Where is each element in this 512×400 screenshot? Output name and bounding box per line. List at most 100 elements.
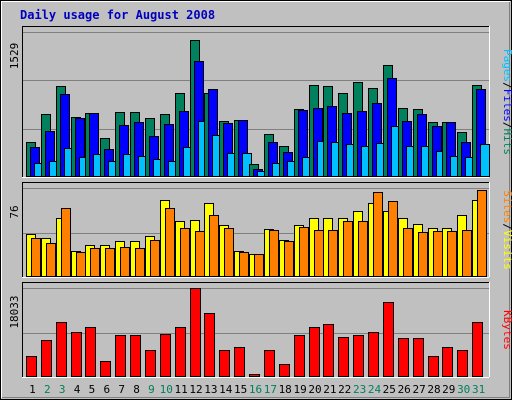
bar-sites-day-2 [46, 243, 56, 277]
x-tick-label-day-29: 29 [442, 383, 455, 396]
x-tick-label-day-6: 6 [103, 383, 110, 396]
bar-kbytes-day-30 [457, 350, 468, 377]
x-tick-label-day-4: 4 [74, 383, 81, 396]
x-tick-label-day-24: 24 [368, 383, 382, 396]
bar-sites-day-4 [76, 252, 86, 277]
bar-pages-day-31 [480, 144, 490, 177]
x-tick-label-day-13: 13 [204, 383, 217, 396]
bar-sites-day-15 [239, 252, 249, 277]
x-tick-label-day-30: 30 [457, 383, 470, 396]
bar-sites-day-17 [269, 230, 279, 277]
x-tick-label-day-5: 5 [89, 383, 96, 396]
bar-kbytes-day-8 [130, 335, 141, 377]
bar-kbytes-day-7 [115, 335, 126, 377]
bar-kbytes-day-13 [204, 313, 215, 377]
bar-kbytes-day-27 [413, 338, 424, 377]
legend-separator: / [501, 223, 512, 230]
x-tick-label-day-17: 17 [264, 383, 277, 396]
bar-sites-day-3 [61, 208, 71, 277]
legend-separator: / [501, 82, 512, 89]
x-tick-label-day-23: 23 [353, 383, 366, 396]
bar-kbytes-day-23 [353, 335, 364, 377]
bar-kbytes-day-14 [219, 350, 230, 377]
x-axis-day-labels: 1 2 3 4 5 6 7 8 9 10 11 12 13 14 15 16 17 18 19 20 21 22 23 24 2… [29, 383, 485, 396]
bar-kbytes-day-28 [428, 356, 439, 377]
bar-sites-day-14 [224, 228, 234, 277]
y-max-label: 18033 [8, 295, 21, 328]
x-tick-label-day-12: 12 [189, 383, 202, 396]
legend-hits-files-pages: Pages/Files/Hits [501, 49, 512, 155]
x-tick-label-day-10: 10 [160, 383, 173, 396]
bar-kbytes-day-20 [309, 327, 320, 377]
bar-sites-day-27 [418, 232, 428, 277]
bar-sites-day-30 [462, 230, 472, 277]
panel-visits-sites: 76 Sites/Visits [8, 182, 512, 278]
chart-title: Daily usage for August 2008 [20, 8, 215, 22]
x-tick-label-day-2: 2 [44, 383, 51, 396]
y-max-label: 1529 [8, 43, 21, 70]
chart-panels: 1529 Pages/Files/Hits 76 Sites/Visits 18033 K… [8, 26, 512, 378]
x-tick-label-day-15: 15 [234, 383, 247, 396]
bar-kbytes-day-19 [294, 335, 305, 377]
y-max-label: 76 [8, 205, 21, 218]
legend-kbytes: KBytes [501, 310, 512, 350]
bar-sites-day-19 [299, 227, 309, 277]
bar-sites-day-12 [195, 231, 205, 277]
legend-kbytes: KBytes [501, 310, 512, 350]
x-tick-label-day-11: 11 [174, 383, 187, 396]
bar-sites-day-11 [180, 228, 190, 277]
x-tick-label-day-9: 9 [148, 383, 155, 396]
bar-sites-day-5 [90, 248, 100, 277]
bar-kbytes-day-25 [383, 302, 394, 377]
bar-sites-day-29 [447, 231, 457, 277]
bar-kbytes-day-10 [160, 334, 171, 377]
plot-area [22, 282, 489, 377]
bar-sites-day-23 [358, 221, 368, 277]
x-tick-label-day-16: 16 [249, 383, 262, 396]
bar-kbytes-day-1 [26, 356, 37, 377]
bar-sites-day-28 [433, 231, 443, 277]
bar-sites-day-7 [120, 247, 130, 277]
legend-hits: Hits [501, 129, 512, 156]
bar-kbytes-day-18 [279, 364, 290, 377]
x-tick-label-day-31: 31 [472, 383, 485, 396]
bar-sites-day-31 [477, 190, 487, 277]
bar-kbytes-day-15 [234, 347, 245, 377]
x-tick-label-day-19: 19 [293, 383, 306, 396]
x-tick-label-day-1: 1 [29, 383, 36, 396]
x-tick-label-day-8: 8 [133, 383, 140, 396]
bar-kbytes-day-11 [175, 327, 186, 377]
x-tick-label-day-26: 26 [398, 383, 411, 396]
bar-kbytes-day-4 [71, 332, 82, 377]
bar-kbytes-day-24 [368, 332, 379, 377]
x-tick-label-day-7: 7 [118, 383, 125, 396]
x-tick-label-day-22: 22 [338, 383, 351, 396]
bar-sites-day-8 [135, 248, 145, 277]
bar-kbytes-day-12 [190, 288, 201, 377]
bar-kbytes-day-9 [145, 350, 156, 377]
x-tick-label-day-27: 27 [412, 383, 425, 396]
bar-sites-day-18 [284, 241, 294, 277]
bar-kbytes-day-16 [249, 374, 260, 377]
bar-kbytes-day-22 [338, 337, 349, 377]
bar-kbytes-day-6 [100, 361, 111, 377]
bar-sites-day-9 [150, 240, 160, 277]
panel-kbytes: 18033 KBytes [8, 282, 512, 378]
x-tick-label-day-21: 21 [323, 383, 336, 396]
bar-kbytes-day-5 [85, 327, 96, 377]
legend-visits-sites: Sites/Visits [501, 190, 512, 270]
x-tick-label-day-20: 20 [308, 383, 321, 396]
x-tick-label-day-3: 3 [59, 383, 66, 396]
legend-separator: / [501, 122, 512, 129]
bar-kbytes-day-3 [56, 322, 67, 377]
bar-sites-day-20 [314, 230, 324, 277]
x-tick-label-day-14: 14 [219, 383, 233, 396]
bar-sites-day-21 [328, 230, 338, 277]
bar-sites-day-13 [209, 215, 219, 277]
bar-sites-day-6 [105, 248, 115, 277]
panel-hits-files-pages: 1529 Pages/Files/Hits [8, 26, 512, 178]
bar-sites-day-22 [343, 221, 353, 277]
legend-visits: Visits [501, 230, 512, 270]
